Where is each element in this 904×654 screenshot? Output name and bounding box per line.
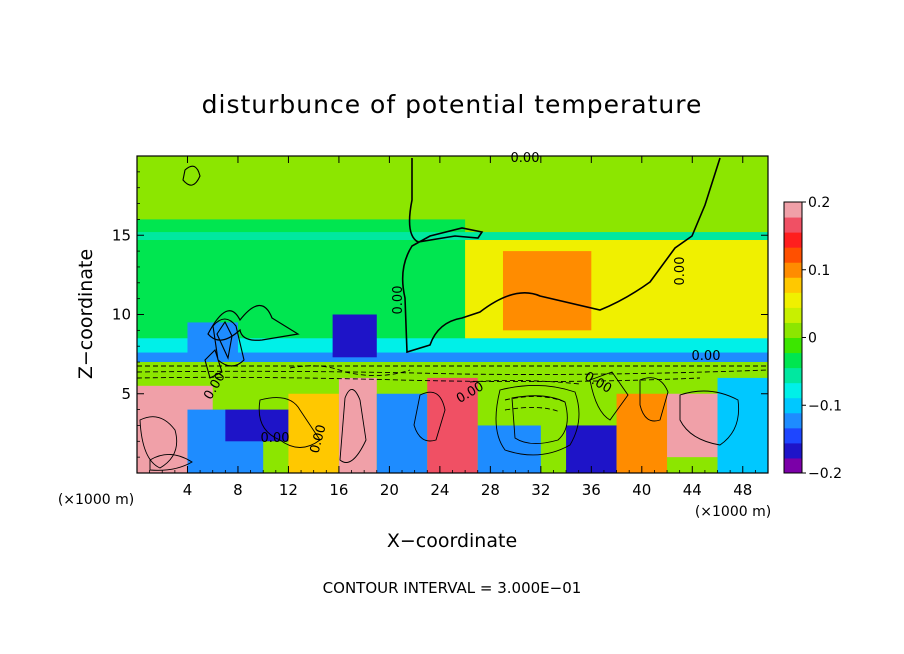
contour-label-low-right: 0.00: [692, 349, 721, 364]
colorbar-swatch: [784, 337, 802, 354]
colorbar-swatch: [784, 457, 802, 474]
y-tick-label: 15: [112, 226, 131, 244]
colorbar-swatch: [784, 427, 802, 444]
heatmap-cell-6: [137, 352, 768, 363]
y-tick-label: 5: [121, 385, 131, 403]
heatmap-cell-18: [477, 425, 541, 473]
x-tick-label: 16: [329, 481, 348, 499]
colorbar-tick-label: −0.1: [808, 398, 842, 414]
heatmap-cell-13: [225, 409, 289, 442]
colorbar-swatch: [784, 307, 802, 323]
colorbar-swatch: [784, 367, 802, 384]
colorbar: 0.2 0.1 0 −0.1 −0.2: [783, 195, 842, 482]
colorbar-swatch: [784, 247, 802, 263]
contour-label-low-2: 0.00: [308, 423, 330, 455]
x-ticks: 4 8 12 16 20 24 28 32 36 40 44 48: [149, 156, 756, 499]
y-ticks: 5 10 15: [112, 171, 768, 458]
heatmap-cell-3: [502, 251, 592, 331]
x-tick-label: 12: [279, 481, 298, 499]
colorbar-tick-label: 0.1: [808, 263, 830, 279]
heatmap-cell-16: [376, 393, 428, 473]
surface-dashed: [137, 365, 768, 413]
colorbar-tick-label: 0.2: [808, 195, 830, 211]
colorbar-swatch: [784, 202, 802, 218]
colorbar-swatch: [784, 217, 802, 233]
heatmap-cell-24: [137, 362, 768, 374]
heatmap-cell-11: [137, 393, 188, 442]
x-tick-label: 28: [481, 481, 500, 499]
colorbar-swatch: [784, 277, 802, 293]
zero-contour: [401, 157, 721, 354]
colorbar-swatch: [784, 442, 802, 459]
heatmap-cell-15: [338, 377, 377, 473]
contour-label-top: 0.00: [511, 151, 540, 166]
x-tick-label: 48: [733, 481, 752, 499]
x-tick-label: 44: [683, 481, 702, 499]
y-axis-label: Z−coordinate: [75, 249, 97, 379]
plot-area: 0.00 0.00 0.00 0.00 0.00 0.00 0.00 0.00 …: [112, 151, 769, 499]
zero-contour-2: [207, 304, 300, 341]
heatmap-cells: [137, 156, 768, 473]
y-tick-label: 10: [112, 306, 131, 324]
heatmap-cell-23: [717, 377, 768, 473]
colorbar-swatch: [784, 232, 802, 248]
contour-interval: CONTOUR INTERVAL = 3.000E−01: [323, 579, 582, 597]
heatmap-cell-14: [288, 393, 339, 473]
colorbar-swatch: [784, 352, 802, 369]
lower-contours: [139, 371, 740, 471]
colorbar-tick-label: 0: [808, 331, 817, 347]
x-tick-label: 32: [531, 481, 550, 499]
colorbar-swatch: [784, 322, 802, 338]
colorbar-swatch: [784, 382, 802, 399]
x-unit-left: (×1000 m): [58, 492, 134, 508]
x-tick-label: 4: [183, 481, 193, 499]
heatmap-cell-7: [332, 314, 377, 358]
x-tick-label: 40: [632, 481, 651, 499]
heatmap-cell-21: [616, 393, 668, 473]
contour-label-mid-right: 0.00: [673, 257, 688, 286]
x-tick-label: 24: [430, 481, 449, 499]
x-tick-label: 20: [380, 481, 399, 499]
cell-contours: [182, 165, 245, 379]
heatmap-cell-19: [490, 377, 592, 426]
chart-title: disturbunce of potential temperature: [202, 90, 703, 119]
contour-label-mid-left: 0.00: [391, 286, 406, 315]
colorbar-swatch: [784, 412, 802, 429]
colorbar-swatch: [784, 262, 802, 278]
x-tick-label: 8: [233, 481, 243, 499]
colorbar-tick-label: −0.2: [808, 466, 842, 482]
heatmap-cell-20: [566, 425, 617, 473]
colorbar-swatch: [784, 292, 802, 308]
x-axis-label: X−coordinate: [387, 530, 517, 552]
x-tick-label: 36: [582, 481, 601, 499]
contour-label-low-1: 0.00: [261, 431, 290, 446]
heatmap-cell-22: [667, 393, 718, 458]
colorbar-swatch: [784, 397, 802, 414]
contour-lines: [137, 157, 768, 471]
x-unit-right: (×1000 m): [695, 504, 771, 520]
